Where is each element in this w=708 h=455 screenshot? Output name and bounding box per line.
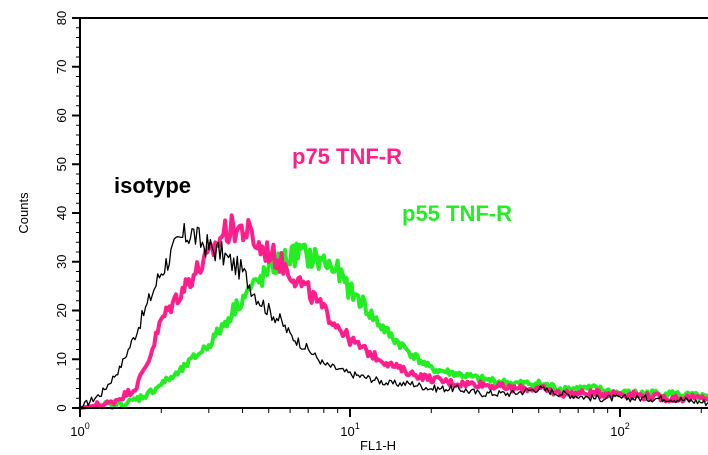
- x-ticks-group: 100 101 102: [70, 408, 702, 439]
- p75-label: p75 TNF-R: [292, 144, 402, 169]
- y-tick-label: 80: [54, 11, 69, 25]
- series-line-isotype: [79, 222, 708, 409]
- y-tick-label: 70: [54, 60, 69, 74]
- y-tick-label: 0: [54, 404, 69, 411]
- y-axis-title: Counts: [16, 192, 31, 234]
- series-group: [79, 213, 708, 410]
- y-tick-label: 10: [54, 352, 69, 366]
- series-line-p55-tnf-r: [79, 241, 708, 410]
- y-tick-label: 20: [54, 303, 69, 317]
- y-tick-label: 50: [54, 157, 69, 171]
- x-axis-title: FL1-H: [360, 438, 396, 453]
- isotype-label: isotype: [114, 173, 191, 198]
- y-tick-label: 30: [54, 255, 69, 269]
- x-tick-label: 102: [610, 421, 629, 439]
- p55-label: p55 TNF-R: [402, 201, 512, 226]
- x-tick-label: 101: [340, 421, 359, 439]
- y-tick-label: 60: [54, 108, 69, 122]
- y-ticks-group: 0 10 20 30 40 50 60 70 80: [54, 11, 80, 412]
- y-tick-label: 40: [54, 206, 69, 220]
- x-tick-label: 100: [70, 421, 89, 439]
